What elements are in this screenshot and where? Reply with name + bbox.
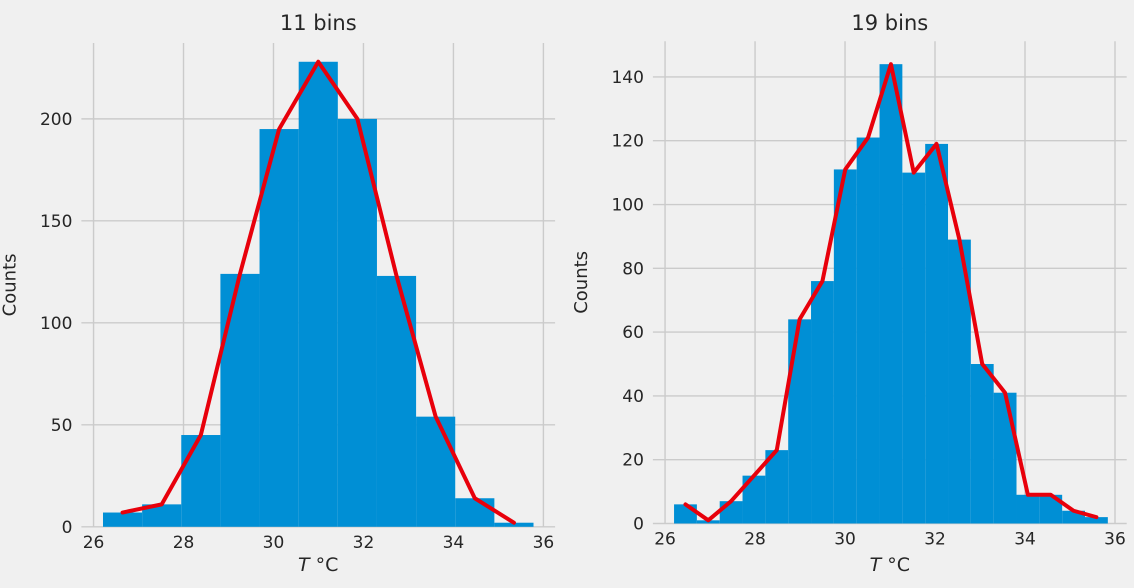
line-layer xyxy=(683,62,1099,523)
histogram-bar xyxy=(298,61,338,527)
y-tick-label: 0 xyxy=(62,518,73,538)
y-tick-label: 100 xyxy=(611,196,643,216)
chart-11-bins: 26 28 30 32 34 36 0 50 100 150 200 11 bins T °C Co… xyxy=(0,11,556,576)
y-axis-label: Counts xyxy=(0,253,20,316)
fit-line xyxy=(683,62,1099,523)
x-tick-label: 26 xyxy=(83,533,105,553)
x-axis-label: T °C xyxy=(870,554,910,576)
histogram-bar xyxy=(181,435,221,527)
histogram-bar xyxy=(925,143,949,524)
line-layer xyxy=(120,59,516,525)
chart-title: 19 bins xyxy=(851,11,928,35)
x-tick-label: 30 xyxy=(834,530,856,550)
y-tick-label: 60 xyxy=(622,323,644,343)
histogram-bar xyxy=(811,281,834,524)
histogram-bar xyxy=(455,498,495,527)
fit-line xyxy=(120,59,516,525)
bars-layer xyxy=(102,61,534,527)
histogram-bar xyxy=(142,504,182,527)
histogram-bar xyxy=(337,118,377,527)
x-tick-label: 32 xyxy=(353,533,375,553)
tick-labels-layer: 26 28 30 32 34 36 0 20 40 60 80 100 120 140 xyxy=(611,68,1125,550)
histogram-bar xyxy=(719,501,743,524)
x-tick-label: 34 xyxy=(1014,530,1036,550)
histogram-bar xyxy=(833,169,857,524)
y-tick-label: 150 xyxy=(40,212,72,232)
histogram-bar xyxy=(494,522,534,527)
y-tick-label: 80 xyxy=(622,259,644,279)
histogram-bar xyxy=(102,512,143,527)
chart-title: 11 bins xyxy=(280,11,357,35)
histogram-bar xyxy=(879,64,903,524)
histogram-bar xyxy=(1039,494,1063,524)
x-tick-label: 32 xyxy=(924,530,946,550)
y-tick-label: 100 xyxy=(40,314,72,334)
histogram-bar xyxy=(259,129,299,527)
histogram-bar xyxy=(1016,494,1040,524)
histogram-bar xyxy=(742,475,766,524)
x-tick-label: 36 xyxy=(533,533,555,553)
histogram-bar xyxy=(376,275,417,527)
x-tick-label: 36 xyxy=(1104,530,1126,550)
y-tick-label: 120 xyxy=(611,132,643,152)
x-axis-label: T °C xyxy=(298,554,338,576)
histogram-bar xyxy=(765,450,789,524)
histogram-bar xyxy=(220,273,260,527)
histogram-bar xyxy=(416,416,456,527)
x-tick-label: 26 xyxy=(654,530,676,550)
histogram-bar xyxy=(993,392,1017,524)
bars-layer xyxy=(674,64,1108,524)
histogram-bar xyxy=(856,137,880,524)
y-tick-label: 20 xyxy=(622,451,644,471)
y-tick-label: 0 xyxy=(633,515,644,535)
histogram-bar xyxy=(788,319,812,524)
x-tick-label: 28 xyxy=(744,530,766,550)
x-tick-label: 34 xyxy=(443,533,465,553)
y-tick-label: 140 xyxy=(611,68,643,88)
y-tick-label: 40 xyxy=(622,387,644,407)
y-axis-label: Counts xyxy=(571,251,592,314)
histogram-bar xyxy=(948,239,971,524)
chart-19-bins: 26 28 30 32 34 36 0 20 40 60 80 100 120 140 19 bins T… xyxy=(571,11,1127,576)
y-tick-label: 50 xyxy=(51,416,73,436)
tick-labels-layer: 26 28 30 32 34 36 0 50 100 150 200 xyxy=(40,110,554,553)
histogram-bar xyxy=(674,504,697,524)
histogram-bar xyxy=(902,172,926,524)
x-tick-label: 30 xyxy=(263,533,285,553)
histogram-bar xyxy=(970,364,994,524)
y-tick-label: 200 xyxy=(40,110,72,130)
histogram-bar xyxy=(1084,517,1108,524)
x-tick-label: 28 xyxy=(173,533,195,553)
